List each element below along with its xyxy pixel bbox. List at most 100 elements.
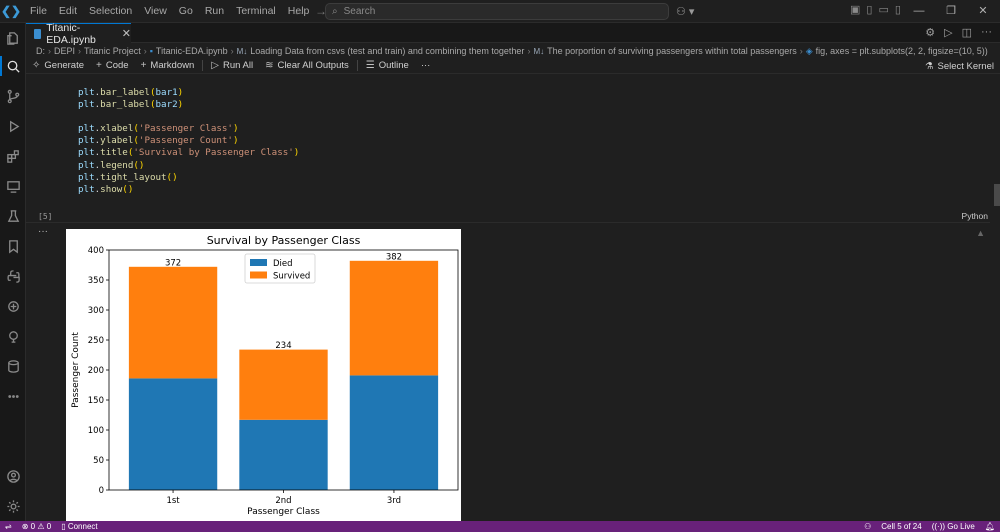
bar-survived-3rd bbox=[349, 260, 439, 376]
breadcrumb-file[interactable]: Titanic-EDA.ipynb bbox=[155, 46, 228, 56]
forward-arrow-icon[interactable]: → bbox=[315, 4, 327, 18]
breadcrumb-section-loading[interactable]: Loading Data from csvs (test and train) … bbox=[250, 46, 525, 56]
run-icon[interactable]: ▷ bbox=[944, 27, 953, 39]
add-code-button[interactable]: + Code bbox=[90, 58, 135, 74]
outline-button[interactable]: ☰ Outline bbox=[360, 58, 415, 74]
code-token: show bbox=[100, 183, 123, 195]
menu-go[interactable]: Go bbox=[178, 4, 193, 17]
breadcrumb-symbol[interactable]: fig, axes = plt.subplots(2, 2, figsize=(… bbox=[815, 46, 988, 56]
close-window-icon[interactable]: ✕ bbox=[978, 5, 988, 17]
minimize-icon[interactable]: — bbox=[913, 5, 925, 17]
search-activity-icon[interactable] bbox=[0, 53, 26, 79]
code-token: plt bbox=[78, 147, 95, 159]
breadcrumb-folder-depi[interactable]: DEPI bbox=[54, 46, 76, 56]
menu-file[interactable]: File bbox=[30, 4, 47, 17]
menu-help[interactable]: Help bbox=[287, 4, 310, 17]
bookmarks-icon[interactable] bbox=[0, 233, 26, 259]
clear-icon: ≋ bbox=[265, 60, 274, 71]
explorer-icon[interactable] bbox=[0, 25, 26, 51]
more-toolbar-button[interactable]: ··· bbox=[415, 58, 437, 74]
add-markdown-button[interactable]: + Markdown bbox=[135, 58, 201, 74]
output-collapse-icon[interactable]: ▲ bbox=[976, 228, 985, 238]
more-views-icon[interactable] bbox=[0, 383, 26, 409]
code-editor[interactable]: plt.bar_label(bar1) plt.bar_label(bar2) pl… bbox=[78, 87, 299, 196]
tab-titanic-eda[interactable]: Titanic-EDA.ipynb ✕ bbox=[26, 22, 131, 46]
toggle-panel-icon[interactable]: ▭ bbox=[878, 4, 889, 16]
settings-gear-icon[interactable] bbox=[0, 493, 26, 519]
go-live-label: Go Live bbox=[947, 522, 975, 531]
breadcrumb-folder-project[interactable]: Titanic Project bbox=[84, 46, 141, 56]
toggle-secondary-sidebar-icon[interactable]: ▯ bbox=[894, 4, 901, 16]
settings-icon[interactable]: ⚙ bbox=[925, 27, 936, 39]
connect-button[interactable]: ▯ Connect bbox=[56, 521, 102, 532]
menu-terminal[interactable]: Terminal bbox=[236, 4, 276, 17]
notifications-icon[interactable]: 🔔︎ bbox=[984, 522, 995, 531]
chart-title: Survival by Passenger Class bbox=[207, 234, 361, 247]
cell-language[interactable]: Python bbox=[961, 211, 988, 221]
x-axis-label: Passenger Class bbox=[247, 507, 320, 517]
error-count: 0 bbox=[30, 522, 36, 531]
y-tick-label: 350 bbox=[88, 276, 104, 286]
code-line: plt.bar_label(bar2) bbox=[78, 99, 299, 111]
code-token: ( bbox=[149, 99, 156, 111]
menu-edit[interactable]: Edit bbox=[58, 4, 78, 17]
customize-layout-icon[interactable]: ▣ bbox=[850, 4, 861, 16]
legend-swatch-survived bbox=[250, 271, 267, 279]
window-controls: — ❐ ✕ bbox=[903, 0, 999, 23]
editor-tab-bar: Titanic-EDA.ipynb ✕ ⚙ ▷ ◫ ··· bbox=[26, 22, 1000, 46]
breadcrumb-section-proportion[interactable]: The porportion of surviving passengers w… bbox=[547, 46, 797, 56]
menu-run[interactable]: Run bbox=[204, 4, 225, 17]
code-token: plt bbox=[78, 183, 95, 195]
go-live-button[interactable]: ((·)) Go Live bbox=[927, 521, 980, 532]
generate-button[interactable]: ✧ Generate bbox=[26, 58, 90, 74]
search-icon: ⌕ bbox=[332, 6, 338, 17]
command-center-search[interactable]: ⌕ Search bbox=[325, 3, 669, 20]
menu-selection[interactable]: Selection bbox=[89, 4, 133, 17]
source-control-icon[interactable] bbox=[0, 83, 26, 109]
toggle-sidebar-icon[interactable]: ▯ bbox=[866, 4, 873, 16]
extensions-icon[interactable] bbox=[0, 143, 26, 169]
clear-all-outputs-button[interactable]: ≋ Clear All Outputs bbox=[259, 58, 355, 74]
clear-all-label: Clear All Outputs bbox=[277, 60, 349, 71]
code-token: ) bbox=[232, 123, 239, 135]
bar-label: 382 bbox=[386, 252, 402, 262]
copilot-icon[interactable]: ⚇ ▾ bbox=[676, 6, 695, 18]
close-tab-icon[interactable]: ✕ bbox=[121, 28, 131, 40]
outline-icon: ☰ bbox=[365, 60, 375, 71]
more-actions-icon[interactable]: ··· bbox=[981, 26, 992, 38]
copilot-status-icon[interactable]: ⚇ bbox=[864, 522, 872, 531]
y-tick-label: 0 bbox=[99, 486, 104, 496]
scrollbar-thumb[interactable] bbox=[994, 184, 1000, 206]
code-token: plt bbox=[78, 135, 95, 147]
cell-position[interactable]: Cell 5 of 24 bbox=[881, 522, 922, 531]
breadcrumb-drive[interactable]: D: bbox=[36, 46, 45, 56]
jupyter-icon[interactable] bbox=[0, 293, 26, 319]
docker-icon[interactable] bbox=[0, 323, 26, 349]
code-token: 'Survival by Passenger Class' bbox=[133, 147, 294, 159]
output-menu-button[interactable]: ··· bbox=[38, 226, 48, 237]
database-icon[interactable] bbox=[0, 353, 26, 379]
legend-label-survived: Survived bbox=[273, 272, 310, 282]
code-token: . bbox=[94, 183, 101, 195]
toolbar-divider bbox=[356, 60, 358, 71]
remote-explorer-icon[interactable] bbox=[0, 173, 26, 199]
select-kernel-button[interactable]: ⚗ Select Kernel bbox=[925, 58, 994, 74]
code-token: ( bbox=[149, 87, 156, 98]
survival-chart: Survival by Passenger Class1861171913722… bbox=[71, 234, 459, 517]
menu-view[interactable]: View bbox=[144, 4, 167, 17]
code-token: plt bbox=[78, 159, 95, 171]
restore-icon[interactable]: ❐ bbox=[946, 5, 956, 17]
testing-icon[interactable] bbox=[0, 203, 26, 229]
notebook-icon: ▪ bbox=[149, 46, 153, 56]
code-cell[interactable]: plt.bar_label(bar1) plt.bar_label(bar2) pl… bbox=[56, 82, 990, 222]
editor-scrollbar[interactable] bbox=[990, 75, 1000, 521]
back-arrow-icon[interactable]: ← bbox=[293, 4, 305, 18]
bar-survived-1st bbox=[128, 266, 218, 379]
split-editor-icon[interactable]: ◫ bbox=[961, 27, 972, 39]
remote-indicator-icon[interactable]: ⇌ bbox=[5, 522, 12, 531]
run-debug-icon[interactable] bbox=[0, 113, 26, 139]
accounts-icon[interactable] bbox=[0, 463, 26, 489]
run-all-button[interactable]: ▷ Run All bbox=[205, 58, 259, 74]
python-icon[interactable] bbox=[0, 263, 26, 289]
problems-indicator[interactable]: ⊗ 0 ⚠ 0 bbox=[17, 521, 56, 532]
